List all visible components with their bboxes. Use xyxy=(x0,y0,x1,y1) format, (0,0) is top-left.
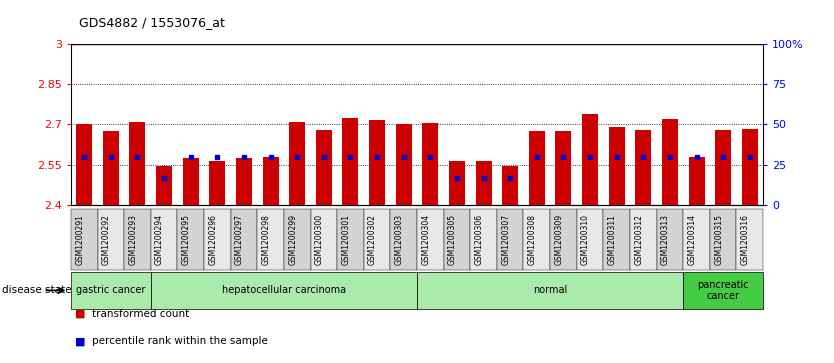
Bar xyxy=(422,123,439,205)
Bar xyxy=(555,131,571,205)
Text: percentile rank within the sample: percentile rank within the sample xyxy=(92,336,268,346)
Bar xyxy=(609,127,625,205)
Text: gastric cancer: gastric cancer xyxy=(76,285,145,295)
Text: GSM1200302: GSM1200302 xyxy=(368,214,377,265)
Bar xyxy=(689,157,705,205)
Bar xyxy=(343,118,359,205)
Bar xyxy=(662,119,678,205)
Bar xyxy=(395,124,412,205)
Text: GSM1200303: GSM1200303 xyxy=(394,214,404,265)
Bar xyxy=(449,162,465,205)
Bar xyxy=(76,124,93,205)
Text: hepatocellular carcinoma: hepatocellular carcinoma xyxy=(222,285,346,295)
Text: GSM1200308: GSM1200308 xyxy=(528,214,537,265)
Bar xyxy=(636,130,651,205)
Bar xyxy=(289,122,305,205)
Text: disease state: disease state xyxy=(2,285,71,295)
Text: transformed count: transformed count xyxy=(92,309,189,319)
Bar xyxy=(263,157,279,205)
Text: GSM1200299: GSM1200299 xyxy=(289,214,297,265)
Text: GSM1200291: GSM1200291 xyxy=(75,214,84,265)
Text: GSM1200295: GSM1200295 xyxy=(182,214,191,265)
Bar xyxy=(183,158,198,205)
Bar xyxy=(716,130,731,205)
Text: ■: ■ xyxy=(75,336,86,346)
Text: GSM1200294: GSM1200294 xyxy=(155,214,164,265)
Bar xyxy=(741,129,758,205)
Bar xyxy=(582,114,598,205)
Text: pancreatic
cancer: pancreatic cancer xyxy=(697,280,749,301)
Text: GSM1200311: GSM1200311 xyxy=(608,214,616,265)
Bar xyxy=(156,166,172,205)
Text: GSM1200297: GSM1200297 xyxy=(235,214,244,265)
Text: GSM1200293: GSM1200293 xyxy=(128,214,138,265)
Text: GSM1200306: GSM1200306 xyxy=(475,214,484,265)
Text: GDS4882 / 1553076_at: GDS4882 / 1553076_at xyxy=(79,16,225,29)
Bar xyxy=(475,161,491,205)
Text: GSM1200305: GSM1200305 xyxy=(448,214,457,265)
Text: GSM1200304: GSM1200304 xyxy=(421,214,430,265)
Bar xyxy=(103,131,118,205)
Text: ■: ■ xyxy=(75,309,86,319)
Text: GSM1200312: GSM1200312 xyxy=(635,214,643,265)
Bar xyxy=(502,166,518,205)
Bar xyxy=(129,122,145,205)
Text: GSM1200296: GSM1200296 xyxy=(208,214,218,265)
Text: GSM1200315: GSM1200315 xyxy=(714,214,723,265)
Bar xyxy=(316,130,332,205)
Text: GSM1200313: GSM1200313 xyxy=(661,214,670,265)
Text: GSM1200309: GSM1200309 xyxy=(555,214,564,265)
Text: GSM1200307: GSM1200307 xyxy=(501,214,510,265)
Bar xyxy=(529,131,545,205)
Text: GSM1200298: GSM1200298 xyxy=(262,214,270,265)
Text: GSM1200316: GSM1200316 xyxy=(741,214,750,265)
Text: GSM1200301: GSM1200301 xyxy=(341,214,350,265)
Text: normal: normal xyxy=(533,285,567,295)
Text: GSM1200300: GSM1200300 xyxy=(314,214,324,265)
Text: GSM1200310: GSM1200310 xyxy=(581,214,590,265)
Bar xyxy=(236,158,252,205)
Bar xyxy=(209,161,225,205)
Text: GSM1200292: GSM1200292 xyxy=(102,214,111,265)
Text: GSM1200314: GSM1200314 xyxy=(687,214,696,265)
Bar xyxy=(369,120,385,205)
